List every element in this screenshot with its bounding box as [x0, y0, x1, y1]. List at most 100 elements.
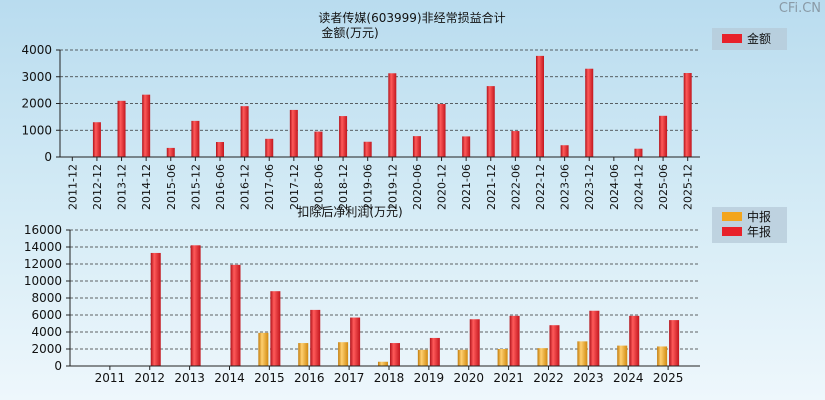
x-tick-label: 2021-12 — [485, 164, 498, 210]
bar — [339, 116, 348, 157]
x-tick-label: 2013-12 — [116, 164, 129, 210]
chart-2-title: 扣除后净利润(万元) — [297, 204, 402, 219]
bar-annual — [629, 315, 640, 366]
chart-1-legend-box — [712, 28, 787, 50]
bar — [166, 147, 175, 157]
bar — [191, 120, 200, 157]
bar — [265, 138, 274, 157]
y-tick-label: 2000 — [31, 342, 62, 356]
bar-interim — [577, 341, 588, 366]
x-tick-label: 2018-06 — [312, 164, 325, 210]
x-tick-label: 2018-12 — [337, 164, 350, 210]
bar — [216, 142, 224, 157]
x-tick-label: 2020 — [453, 371, 484, 385]
x-tick-label: 2021-06 — [460, 164, 473, 210]
bar — [412, 136, 421, 157]
chart-2-grid — [70, 229, 700, 350]
bar — [240, 106, 249, 157]
bar — [634, 148, 643, 157]
x-tick-label: 2017-06 — [263, 164, 276, 210]
x-tick-label: 2015-12 — [189, 164, 202, 210]
x-tick-label: 2015 — [254, 371, 285, 385]
chart-1-grid — [60, 49, 700, 131]
bar — [363, 141, 372, 157]
x-tick-label: 2022-06 — [509, 164, 522, 210]
bar — [683, 73, 692, 157]
y-tick-label: 4000 — [31, 325, 62, 339]
chart-2-y-ticks: 0 2000 4000 6000 8000 10000 12000 14000 16000 — [24, 223, 70, 373]
x-tick-label: 2015-06 — [165, 164, 178, 210]
x-tick-label: 2017 — [334, 371, 365, 385]
x-tick-label: 2025 — [653, 371, 684, 385]
chart-1-title: 读者传媒(603999)非经常损益合计 — [318, 10, 505, 25]
y-tick-label: 4000 — [21, 43, 52, 57]
x-tick-label: 2025-12 — [682, 164, 695, 210]
bar — [486, 86, 495, 157]
x-tick-label: 2013 — [174, 371, 205, 385]
bar-annual — [509, 315, 520, 366]
chart-1-y-ticks: 0 1000 2000 3000 4000 — [21, 43, 60, 164]
bar — [289, 109, 298, 157]
y-tick-label: 0 — [54, 359, 62, 373]
chart-2-legend-label-interim: 中报 — [747, 209, 771, 224]
chart-2-legend-swatch-interim — [722, 212, 742, 221]
chart-2-bars — [150, 245, 680, 366]
bar — [437, 104, 446, 157]
bar-interim — [417, 349, 428, 366]
y-tick-label: 2000 — [21, 97, 52, 111]
y-tick-label: 0 — [44, 150, 52, 164]
bar-interim — [338, 342, 349, 366]
y-tick-label: 16000 — [24, 223, 62, 237]
bar-annual — [270, 291, 281, 366]
bar — [142, 94, 151, 157]
bar-interim — [258, 332, 269, 366]
bar-annual — [589, 310, 600, 366]
x-tick-label: 2020-06 — [411, 164, 424, 210]
bar — [462, 136, 471, 157]
chart-1-bars — [92, 55, 692, 158]
chart-2-legend: 中报 年报 — [712, 207, 787, 243]
x-tick-label: 2024-06 — [608, 164, 621, 210]
bar-interim — [298, 343, 309, 366]
chart-1-subtitle: 金额(万元) — [321, 25, 378, 40]
bar — [314, 131, 323, 157]
x-tick-label: 2024-12 — [632, 164, 645, 210]
chart-1-x-ticks: 2011-12 2012-12 2013-12 2014-12 2015-06 2015-… — [66, 157, 695, 210]
bar-annual — [669, 320, 680, 366]
x-tick-label: 2025-06 — [657, 164, 670, 210]
y-tick-label: 8000 — [31, 291, 62, 305]
bar — [117, 100, 126, 157]
x-tick-label: 2022 — [533, 371, 564, 385]
bar-annual — [230, 264, 241, 366]
bar-annual — [310, 309, 321, 366]
bar-interim — [497, 349, 508, 366]
watermark: CFi.CN — [778, 1, 821, 16]
x-tick-label: 2012-12 — [91, 164, 104, 210]
bar-interim — [537, 348, 548, 366]
x-tick-label: 2019-06 — [362, 164, 375, 210]
y-tick-label: 1000 — [21, 123, 52, 137]
x-tick-label: 2019 — [414, 371, 445, 385]
x-tick-label: 2022-12 — [534, 164, 547, 210]
x-tick-label: 2011 — [95, 371, 126, 385]
bar — [659, 115, 668, 157]
bar-annual — [190, 245, 201, 366]
bar — [511, 131, 520, 157]
y-tick-label: 14000 — [24, 240, 62, 254]
chart-1-legend-label: 金额 — [747, 31, 771, 46]
bar-annual — [350, 317, 361, 366]
chart-1-legend-swatch — [722, 34, 742, 43]
y-tick-label: 3000 — [21, 70, 52, 84]
bar-interim — [457, 349, 468, 366]
x-tick-label: 2021 — [493, 371, 524, 385]
chart-1-legend: 金额 — [712, 28, 787, 50]
x-tick-label: 2014-12 — [140, 164, 153, 210]
x-tick-label: 2023-06 — [559, 164, 572, 210]
bar — [388, 73, 397, 157]
chart-1: 读者传媒(603999)非经常损益合计 金额(万元) 0 1000 2000 3000… — [21, 10, 787, 210]
bar-interim — [377, 361, 388, 366]
x-tick-label: 2017-12 — [288, 164, 301, 210]
x-tick-label: 2011-12 — [66, 164, 79, 210]
bar-annual — [389, 343, 400, 366]
